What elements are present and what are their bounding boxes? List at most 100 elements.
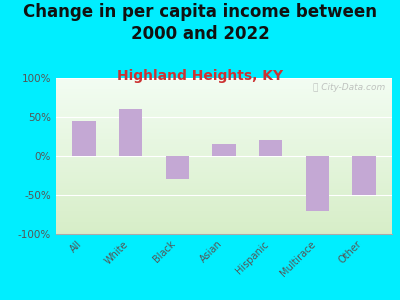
Bar	[56, 169, 392, 170]
Bar	[56, 150, 392, 151]
Bar	[56, 92, 392, 94]
Bar	[56, 209, 392, 211]
Bar	[56, 147, 392, 148]
Bar	[56, 133, 392, 134]
Bar	[56, 114, 392, 116]
Bar	[56, 131, 392, 133]
Bar	[56, 162, 392, 164]
Bar	[259, 140, 282, 156]
Bar	[56, 139, 392, 140]
Bar	[56, 95, 392, 97]
Bar	[56, 198, 392, 200]
Bar	[56, 151, 392, 153]
Bar	[56, 109, 392, 111]
Bar	[56, 97, 392, 98]
Bar	[56, 91, 392, 92]
Bar	[56, 206, 392, 208]
Bar	[56, 218, 392, 220]
Bar	[56, 196, 392, 198]
Bar	[56, 100, 392, 101]
Bar	[56, 167, 392, 169]
Bar	[56, 125, 392, 126]
Text: Highland Heights, KY: Highland Heights, KY	[117, 69, 283, 83]
Bar	[56, 130, 392, 131]
Bar	[119, 109, 142, 156]
Bar	[56, 214, 392, 215]
Bar	[56, 81, 392, 83]
Bar	[56, 145, 392, 147]
Bar	[56, 211, 392, 212]
Bar	[56, 228, 392, 229]
Text: ⓘ City-Data.com: ⓘ City-Data.com	[313, 83, 385, 92]
Bar	[56, 159, 392, 161]
Bar	[56, 178, 392, 179]
Bar	[56, 153, 392, 154]
Bar	[56, 111, 392, 112]
Bar	[56, 231, 392, 232]
Bar	[56, 140, 392, 142]
Bar	[56, 78, 392, 80]
Bar	[56, 226, 392, 228]
Bar	[56, 134, 392, 136]
Bar	[56, 215, 392, 217]
Bar	[56, 142, 392, 143]
Bar	[56, 103, 392, 104]
Bar	[56, 225, 392, 226]
Bar	[56, 220, 392, 221]
Bar	[56, 194, 392, 195]
Bar	[56, 117, 392, 118]
Bar	[56, 175, 392, 176]
Bar	[56, 137, 392, 139]
Bar	[56, 83, 392, 84]
Bar	[56, 190, 392, 192]
Bar	[56, 98, 392, 100]
Bar	[56, 87, 392, 89]
Bar	[56, 143, 392, 145]
Bar	[56, 170, 392, 172]
Bar	[56, 229, 392, 231]
Bar	[56, 217, 392, 218]
Bar	[56, 126, 392, 128]
Bar	[56, 164, 392, 165]
Bar	[166, 156, 189, 179]
Bar	[56, 106, 392, 108]
Bar	[352, 156, 376, 195]
Bar	[306, 156, 329, 211]
Bar	[56, 94, 392, 95]
Bar	[56, 104, 392, 106]
Bar	[56, 101, 392, 103]
Bar	[56, 116, 392, 117]
Bar	[56, 201, 392, 203]
Bar	[56, 156, 392, 158]
Text: Change in per capita income between
2000 and 2022: Change in per capita income between 2000…	[23, 3, 377, 43]
Bar	[56, 212, 392, 214]
Bar	[56, 148, 392, 150]
Bar	[212, 144, 236, 156]
Bar	[56, 195, 392, 196]
Bar	[56, 176, 392, 178]
Bar	[56, 128, 392, 130]
Bar	[56, 172, 392, 173]
Bar	[56, 158, 392, 159]
Bar	[56, 232, 392, 234]
Bar	[56, 208, 392, 209]
Bar	[56, 123, 392, 125]
Bar	[56, 136, 392, 137]
Bar	[56, 154, 392, 156]
Bar	[56, 89, 392, 91]
Bar	[56, 179, 392, 181]
Bar	[56, 80, 392, 81]
Bar	[56, 203, 392, 204]
Bar	[56, 84, 392, 86]
Bar	[56, 181, 392, 182]
Bar	[56, 186, 392, 187]
Bar	[56, 122, 392, 123]
Bar	[56, 187, 392, 189]
Bar	[56, 182, 392, 184]
Bar	[56, 86, 392, 87]
Bar	[56, 200, 392, 201]
Bar	[56, 108, 392, 109]
Bar	[56, 120, 392, 122]
Bar	[72, 121, 96, 156]
Bar	[56, 184, 392, 186]
